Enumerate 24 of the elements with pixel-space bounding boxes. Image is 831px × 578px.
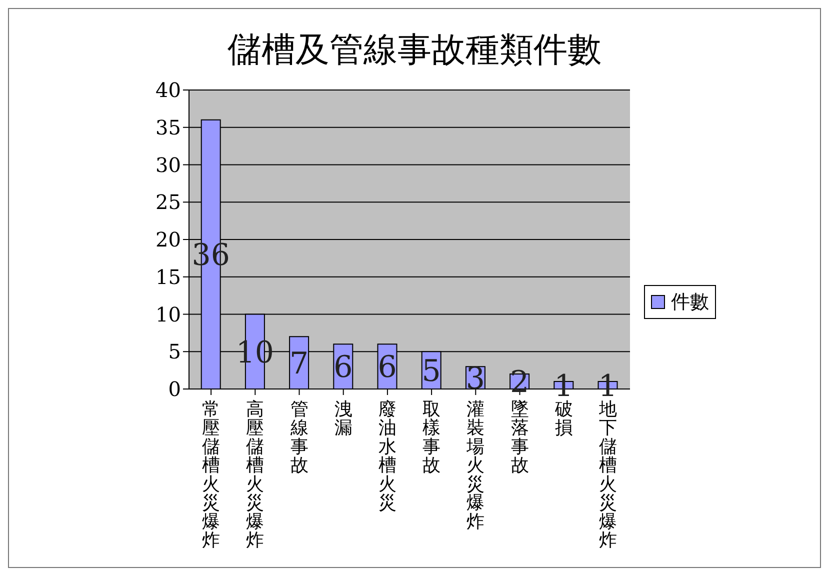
data-label: 7	[290, 346, 309, 382]
x-tick-label: 管線事故	[289, 399, 308, 476]
y-tick-label: 25	[156, 190, 181, 214]
x-tick-label: 洩漏	[334, 399, 352, 439]
x-tick-label: 高壓儲槽火災爆炸	[246, 399, 264, 552]
y-tick-label: 10	[156, 302, 181, 326]
y-tick-label: 0	[168, 377, 181, 402]
legend-label: 件數	[671, 290, 709, 315]
x-tick-label: 取樣事故	[422, 399, 441, 476]
x-tick-label: 墜落事故	[510, 399, 529, 476]
y-tick-label: 5	[168, 340, 181, 364]
y-tick-label: 30	[156, 152, 181, 177]
y-tick-label: 15	[156, 264, 181, 289]
x-tick-label: 灌裝場火災爆炸	[466, 399, 485, 532]
x-tick-label: 廢油水槽火災	[378, 399, 396, 514]
data-label: 6	[334, 350, 353, 386]
y-tick-label: 40	[156, 78, 181, 102]
y-tick-label: 20	[156, 228, 181, 252]
x-tick-label: 常壓儲槽火災爆炸	[202, 399, 220, 552]
data-label: 5	[422, 354, 441, 389]
chart-title: 儲槽及管線事故種類件數	[226, 29, 602, 72]
data-label: 6	[378, 350, 397, 386]
data-label: 3	[466, 361, 485, 396]
y-tick-label: 35	[156, 115, 181, 140]
